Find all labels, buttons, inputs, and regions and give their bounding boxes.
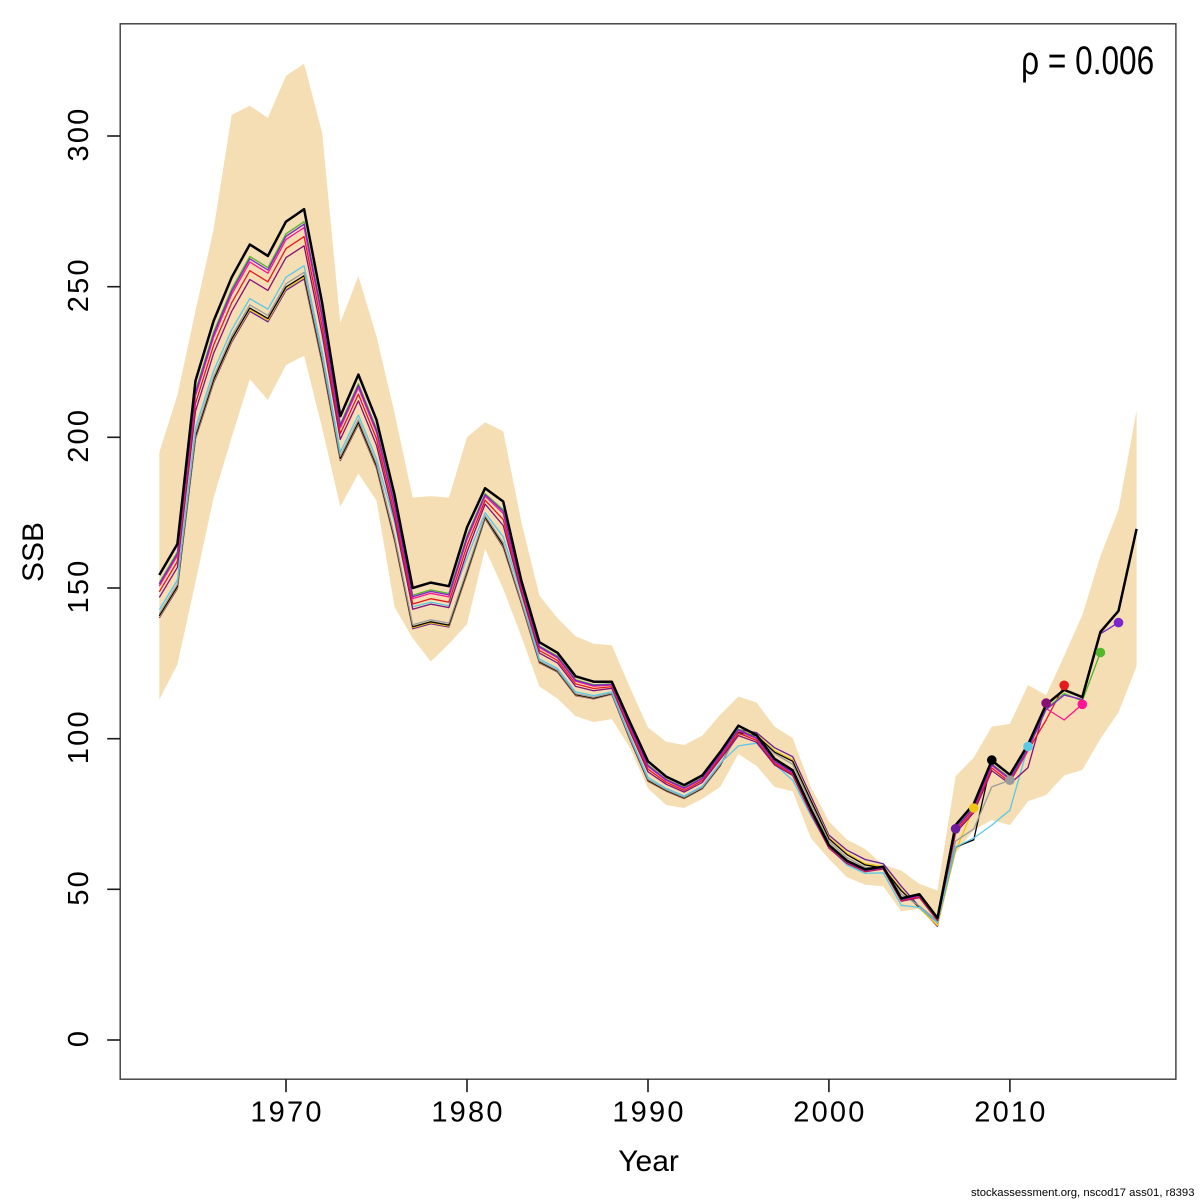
svg-text:1980: 1980 [431,1097,504,1129]
svg-text:1970: 1970 [250,1097,323,1129]
svg-text:300: 300 [63,107,95,162]
svg-text:2000: 2000 [793,1097,866,1129]
svg-text:50: 50 [63,869,95,906]
svg-text:Year: Year [618,1145,679,1178]
svg-text:150: 150 [63,559,95,614]
svg-text:100: 100 [63,709,95,764]
svg-text:1990: 1990 [612,1097,685,1129]
svg-text:SSB: SSB [17,522,50,582]
svg-text:250: 250 [63,257,95,312]
svg-text:0: 0 [63,1029,95,1047]
svg-text:stockassessment.org, nscod17 a: stockassessment.org, nscod17 ass01, r839… [971,1187,1195,1199]
svg-text:200: 200 [63,408,95,463]
svg-text:2010: 2010 [974,1097,1047,1129]
svg-text:ρ = 0.006: ρ = 0.006 [1021,37,1154,82]
